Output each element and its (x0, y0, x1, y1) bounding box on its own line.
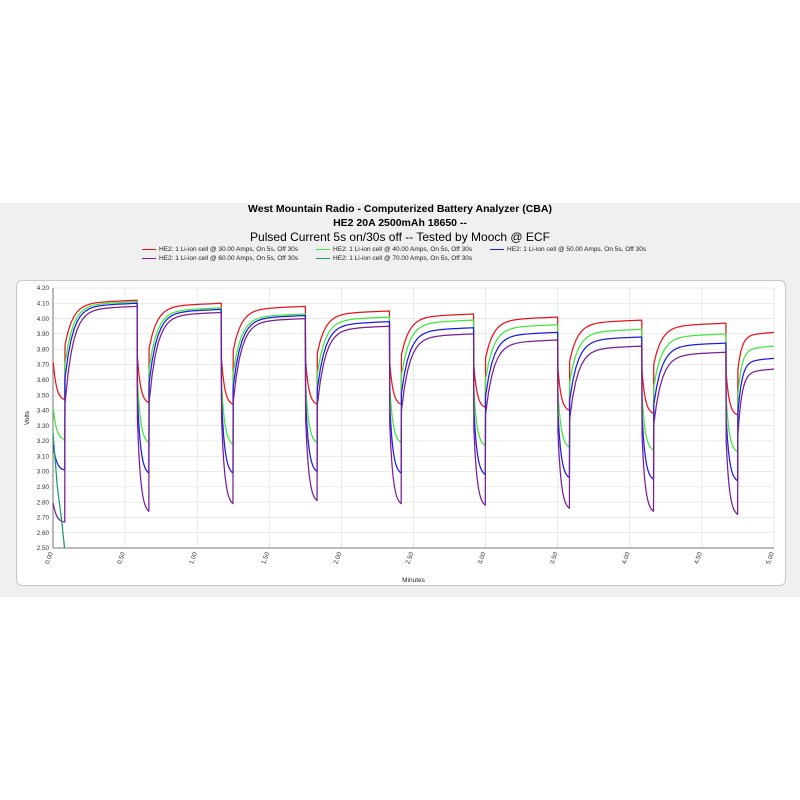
series-line-5 (52, 433, 66, 549)
legend-swatch (142, 257, 156, 259)
legend-label: HE2: 1 Li-ion cell @ 50.00 Amps, On 5s, … (507, 246, 647, 253)
y-tick-label: 3.70 (37, 362, 50, 369)
y-tick-label: 3.60 (37, 377, 50, 384)
legend-item-30a: HE2: 1 Li-ion cell @ 30.00 Amps, On 5s, … (142, 246, 298, 253)
line-chart: 2.50 2.60 2.70 2.80 2.90 3.00 3.10 3.20 3.30 3.40… (24, 285, 776, 584)
y-tick-label: 4.10 (37, 300, 50, 307)
legend-item-40a: HE2: 1 Li-ion cell @ 40.00 Amps, On 5s, … (316, 246, 472, 253)
chart-subtitle-2: Pulsed Current 5s on/30s off -- Tested b… (250, 230, 550, 244)
legend-label: HE2: 1 Li-ion cell @ 60.00 Amps, On 5s, … (159, 255, 299, 262)
y-tick-label: 3.00 (37, 469, 50, 476)
y-tick-label: 2.90 (37, 484, 50, 491)
y-axis-title: Volts (24, 410, 31, 425)
x-tick-label: 2.50 (405, 551, 416, 565)
y-tick-label: 2.80 (37, 499, 50, 506)
x-tick-label: 1.50 (260, 551, 271, 565)
y-tick-label: 3.30 (37, 423, 50, 430)
plot-frame: 2.50 2.60 2.70 2.80 2.90 3.00 3.10 3.20 3.30 3.40… (16, 280, 786, 586)
x-tick-label: 2.00 (333, 551, 344, 565)
chart-panel: West Mountain Radio - Computerized Batte… (0, 203, 800, 597)
series-line-2 (52, 301, 775, 453)
series-line-1 (52, 299, 775, 416)
y-tick-label: 2.50 (37, 545, 50, 552)
y-tick-label: 4.20 (37, 285, 50, 292)
legend-item-70a: HE2: 1 Li-ion cell @ 70.00 Amps, On 5s, … (316, 255, 472, 262)
legend-swatch (490, 248, 504, 250)
legend-item-60a: HE2: 1 Li-ion cell @ 60.00 Amps, On 5s, … (142, 255, 298, 262)
series-line-3 (52, 302, 775, 482)
legend-label: HE2: 1 Li-ion cell @ 30.00 Amps, On 5s, … (159, 246, 299, 253)
x-tick-label: 1.00 (188, 551, 199, 565)
y-tick-label: 3.40 (37, 408, 50, 415)
legend-label: HE2: 1 Li-ion cell @ 40.00 Amps, On 5s, … (333, 246, 473, 253)
series-line-4 (52, 305, 775, 523)
x-tick-label: 3.50 (549, 551, 560, 565)
legend-item-50a: HE2: 1 Li-ion cell @ 50.00 Amps, On 5s, … (490, 246, 646, 253)
legend-label: HE2: 1 Li-ion cell @ 70.00 Amps, On 5s, … (333, 255, 473, 262)
legend: HE2: 1 Li-ion cell @ 30.00 Amps, On 5s, … (0, 246, 800, 268)
y-tick-label: 2.70 (37, 515, 50, 522)
x-axis-title: Minutes (402, 577, 426, 584)
legend-swatch (316, 257, 330, 259)
y-tick-label: 3.20 (37, 438, 50, 445)
legend-swatch (316, 248, 330, 250)
x-tick-label: 0.50 (116, 551, 127, 565)
chart-title: West Mountain Radio - Computerized Batte… (248, 203, 552, 215)
y-tick-label: 3.50 (37, 392, 50, 399)
x-tick-label: 4.00 (621, 551, 632, 565)
y-tick-label: 4.00 (37, 316, 50, 323)
legend-swatch (142, 248, 156, 250)
y-tick-label: 3.80 (37, 346, 50, 353)
y-tick-label: 3.90 (37, 331, 50, 338)
y-tick-label: 2.60 (37, 530, 50, 537)
chart-subtitle: HE2 20A 2500mAh 18650 -- (333, 217, 467, 229)
x-tick-label: 3.00 (477, 551, 488, 565)
x-tick-label: 0.00 (44, 551, 55, 565)
x-tick-label: 5.00 (765, 551, 776, 565)
x-tick-label: 4.50 (693, 551, 704, 565)
y-tick-label: 3.10 (37, 453, 50, 460)
